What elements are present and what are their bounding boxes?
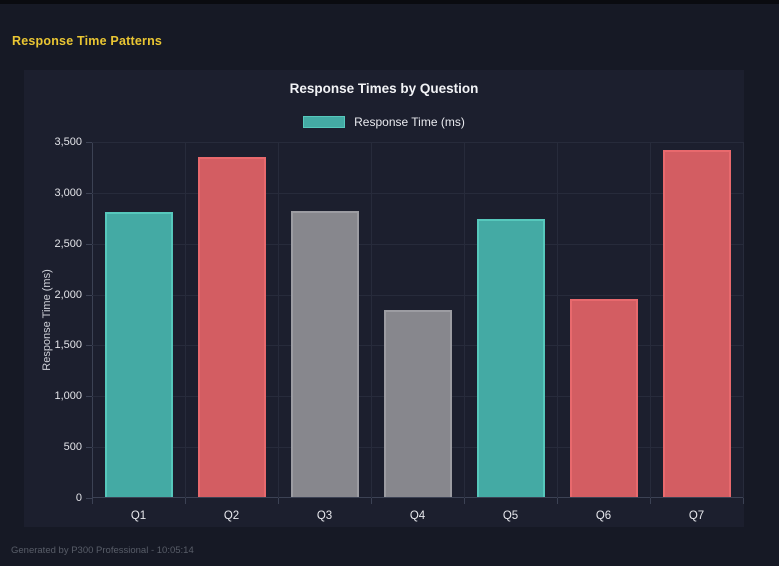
gridline-horizontal bbox=[92, 192, 743, 194]
y-tick-mark bbox=[86, 447, 92, 449]
gridline-vertical bbox=[185, 142, 186, 498]
x-category-label: Q2 bbox=[223, 510, 240, 522]
y-tick-label: 500 bbox=[63, 441, 82, 454]
bar-q6[interactable] bbox=[569, 298, 638, 497]
gridline-horizontal bbox=[92, 142, 743, 143]
bar-q3[interactable] bbox=[290, 211, 359, 497]
gridline-vertical bbox=[557, 142, 558, 498]
bar-q2[interactable] bbox=[197, 157, 266, 497]
gridline-vertical bbox=[464, 142, 465, 498]
y-tick-mark bbox=[86, 294, 92, 296]
gridline-horizontal bbox=[92, 243, 743, 245]
x-category-label: Q1 bbox=[130, 510, 147, 522]
y-tick-mark bbox=[86, 498, 92, 499]
y-tick-label: 1,500 bbox=[54, 339, 82, 352]
x-axis-labels: Q1 Q2 Q3 Q4 Q5 Q6 Q7 bbox=[92, 510, 743, 526]
x-tick-mark bbox=[92, 498, 93, 504]
footer-generated-text: Generated by P300 Professional - 10:05:1… bbox=[11, 545, 194, 556]
x-tick-mark bbox=[557, 498, 558, 504]
y-tick-mark bbox=[86, 142, 92, 143]
x-category-label: Q5 bbox=[502, 510, 519, 522]
y-axis-line bbox=[92, 142, 93, 498]
chart-title: Response Times by Question bbox=[289, 81, 479, 96]
bar-q1[interactable] bbox=[104, 212, 173, 497]
x-tick-mark bbox=[650, 498, 651, 504]
legend-label: Response Time (ms) bbox=[354, 115, 465, 129]
page-title: Response Time Patterns bbox=[12, 34, 163, 48]
legend-item-response-time[interactable]: Response Time (ms) bbox=[303, 115, 465, 129]
y-tick-label: 1,000 bbox=[54, 390, 82, 403]
gridline-horizontal bbox=[92, 294, 743, 296]
y-tick-label: 0 bbox=[75, 492, 82, 504]
x-category-label: Q3 bbox=[316, 510, 333, 522]
y-tick-mark bbox=[86, 192, 92, 194]
y-tick-mark bbox=[86, 345, 92, 347]
x-category-label: Q4 bbox=[409, 510, 426, 522]
y-tick-label: 2,500 bbox=[54, 237, 82, 250]
bar-q7[interactable] bbox=[662, 150, 731, 497]
y-tick-label: 3,000 bbox=[54, 186, 82, 199]
chart-panel: Response Times by Question Response Time… bbox=[24, 70, 744, 527]
gridline-vertical bbox=[743, 142, 744, 498]
gridline-vertical bbox=[371, 142, 372, 498]
x-category-label: Q6 bbox=[595, 510, 612, 522]
x-tick-mark bbox=[371, 498, 372, 504]
legend-swatch bbox=[303, 116, 346, 128]
plot-area bbox=[86, 142, 744, 504]
chart-legend: Response Time (ms) bbox=[24, 115, 744, 129]
y-tick-mark bbox=[86, 243, 92, 245]
x-tick-mark bbox=[278, 498, 279, 504]
y-axis-labels: 0 500 1,000 1,500 2,000 2,500 3,000 3,500 bbox=[24, 136, 82, 504]
x-tick-mark bbox=[185, 498, 186, 504]
gridline-vertical bbox=[278, 142, 279, 498]
y-tick-mark bbox=[86, 396, 92, 398]
bar-q5[interactable] bbox=[476, 219, 545, 497]
gridline-vertical bbox=[650, 142, 651, 498]
y-tick-label: 2,000 bbox=[54, 288, 82, 301]
x-category-label: Q7 bbox=[688, 510, 705, 522]
x-axis-line bbox=[92, 497, 743, 498]
bar-q4[interactable] bbox=[383, 309, 452, 497]
x-tick-mark bbox=[743, 498, 744, 504]
window-top-strip bbox=[0, 0, 779, 4]
y-tick-label: 3,500 bbox=[54, 136, 82, 148]
x-tick-mark bbox=[464, 498, 465, 504]
